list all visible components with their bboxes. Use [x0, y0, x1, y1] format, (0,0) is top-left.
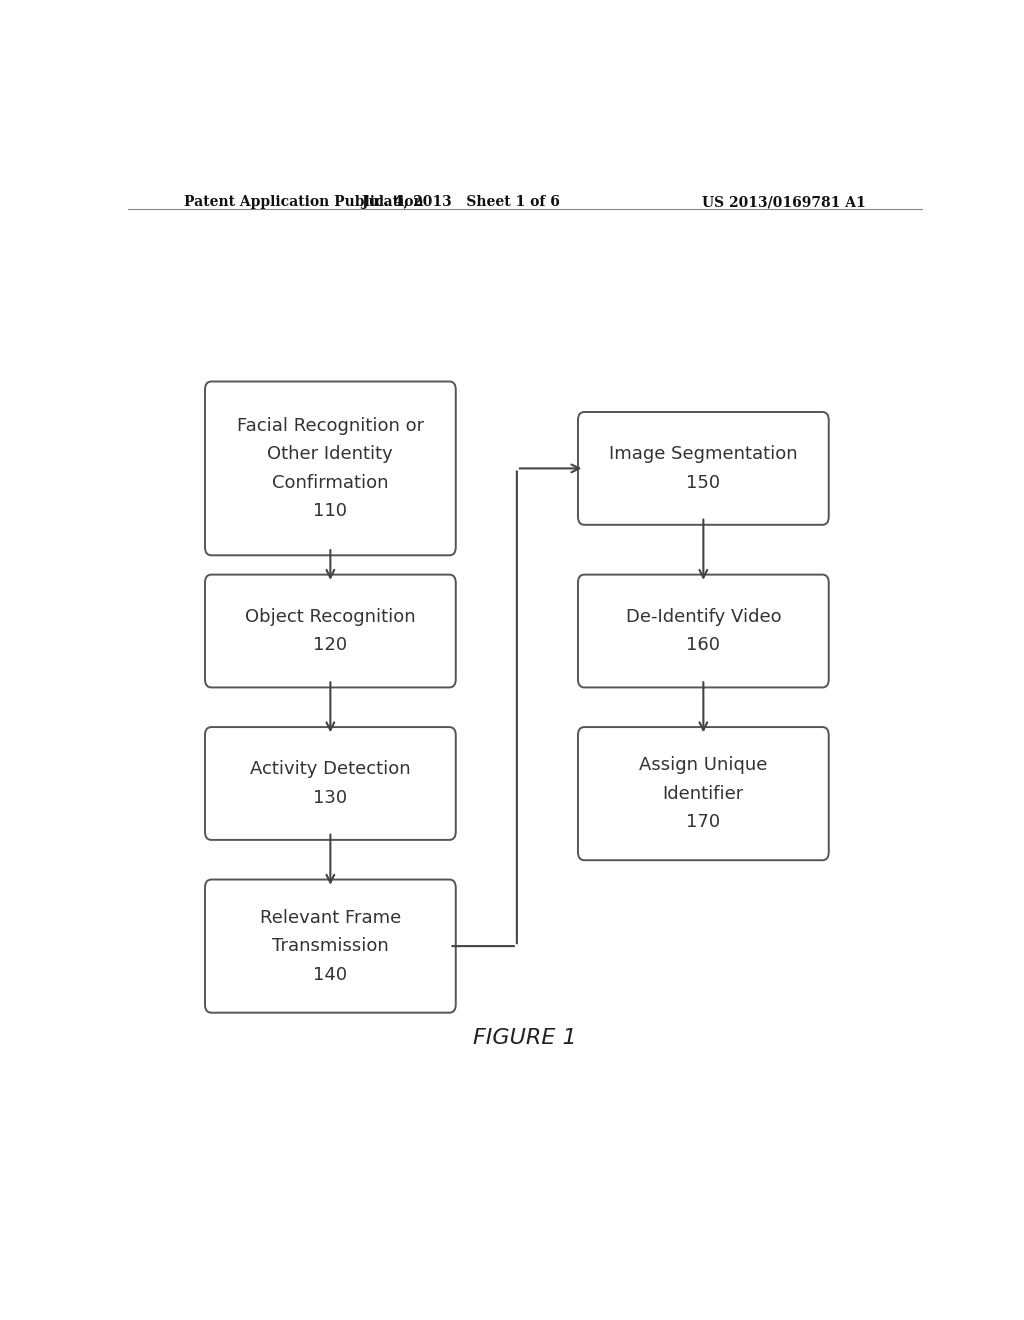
- Text: Jul. 4, 2013   Sheet 1 of 6: Jul. 4, 2013 Sheet 1 of 6: [362, 195, 560, 209]
- Text: 120: 120: [313, 636, 347, 655]
- Text: 130: 130: [313, 789, 347, 807]
- Text: US 2013/0169781 A1: US 2013/0169781 A1: [702, 195, 866, 209]
- FancyBboxPatch shape: [578, 412, 828, 525]
- Text: Assign Unique: Assign Unique: [639, 756, 768, 775]
- FancyBboxPatch shape: [205, 727, 456, 840]
- FancyBboxPatch shape: [578, 727, 828, 861]
- FancyBboxPatch shape: [205, 879, 456, 1012]
- Text: Patent Application Publication: Patent Application Publication: [183, 195, 423, 209]
- Text: 170: 170: [686, 813, 721, 832]
- Text: Activity Detection: Activity Detection: [250, 760, 411, 779]
- Text: FIGURE 1: FIGURE 1: [473, 1027, 577, 1048]
- Text: 150: 150: [686, 474, 721, 491]
- Text: 110: 110: [313, 502, 347, 520]
- Text: 140: 140: [313, 965, 347, 983]
- FancyBboxPatch shape: [205, 574, 456, 688]
- Text: Image Segmentation: Image Segmentation: [609, 445, 798, 463]
- Text: Other Identity: Other Identity: [267, 445, 393, 463]
- Text: Relevant Frame: Relevant Frame: [260, 908, 401, 927]
- Text: Transmission: Transmission: [272, 937, 389, 956]
- Text: Facial Recognition or: Facial Recognition or: [237, 417, 424, 434]
- Text: Object Recognition: Object Recognition: [245, 607, 416, 626]
- Text: Confirmation: Confirmation: [272, 474, 389, 491]
- Text: 160: 160: [686, 636, 720, 655]
- Text: Identifier: Identifier: [663, 784, 744, 803]
- Text: De-Identify Video: De-Identify Video: [626, 607, 781, 626]
- FancyBboxPatch shape: [578, 574, 828, 688]
- FancyBboxPatch shape: [205, 381, 456, 556]
